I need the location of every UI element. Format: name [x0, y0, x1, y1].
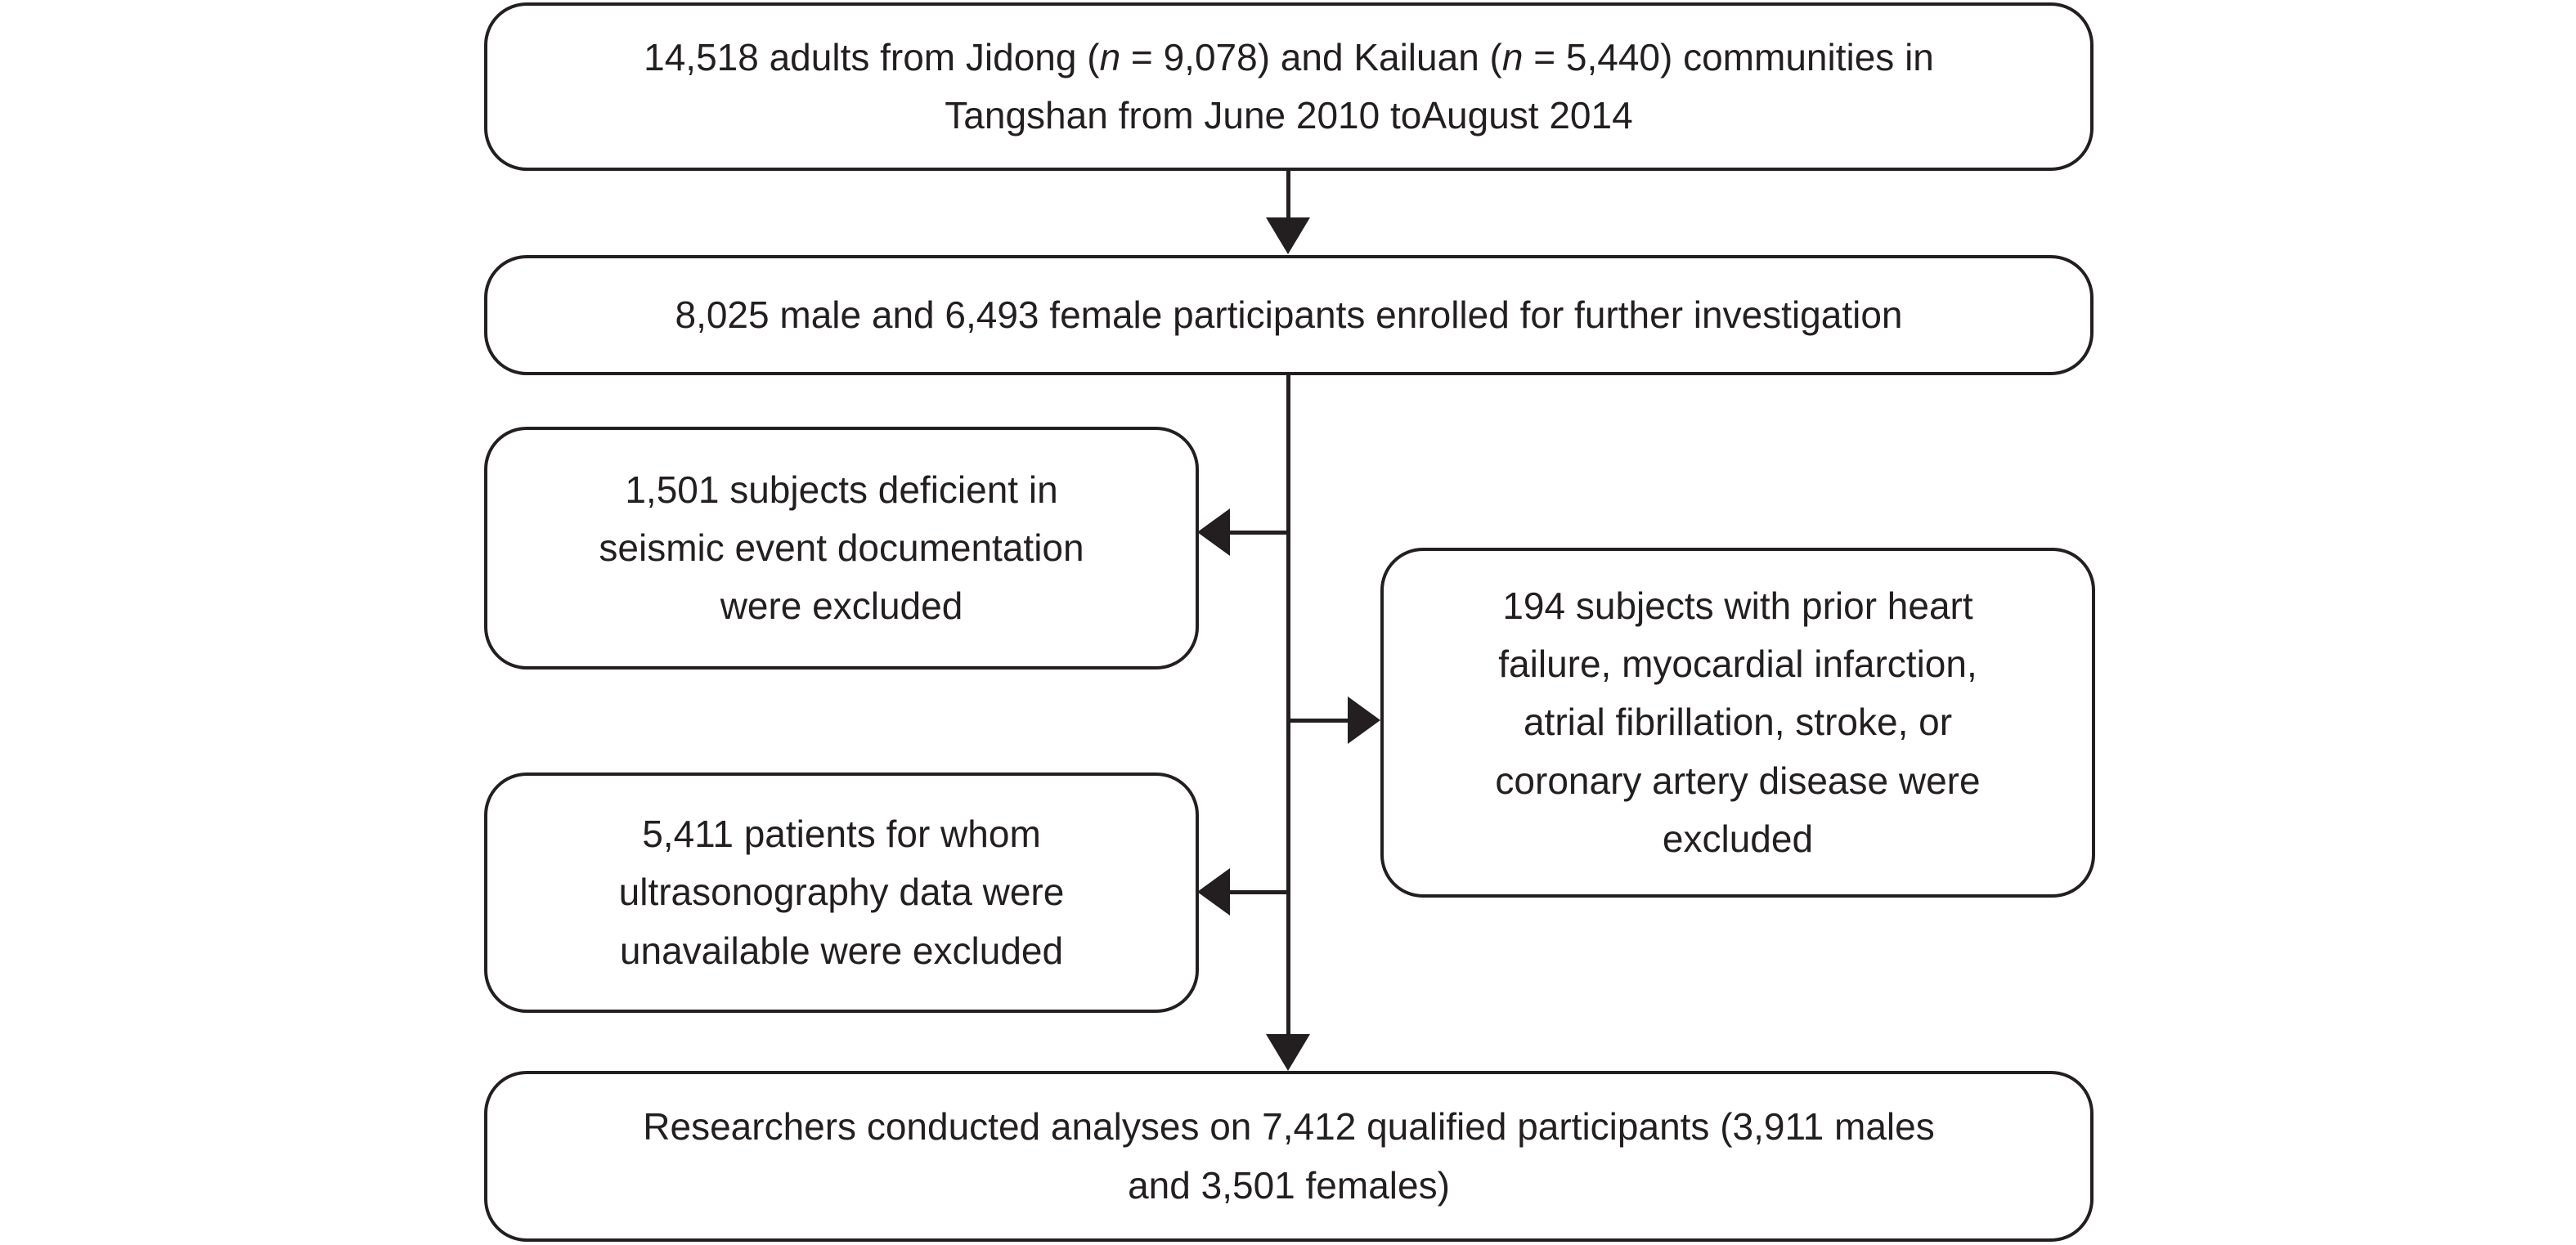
box-excluded-cardiac: 194 subjects with prior heart failure, m…: [1380, 548, 2095, 898]
text-segment: = 5,440) communities in: [1523, 35, 1934, 78]
box-final-analysis: Researchers conducted analyses on 7,412 …: [484, 1071, 2094, 1242]
arrowhead-left-icon: [1197, 868, 1230, 916]
box-text-line: 14,518 adults from Jidong (n = 9,078) an…: [644, 29, 1934, 87]
box-enrolled: 8,025 male and 6,493 female participants…: [484, 255, 2094, 375]
arrowhead-right-icon: [1348, 696, 1380, 744]
box-text-line: unavailable were excluded: [619, 929, 1064, 972]
text-segment: 14,518 adults from Jidong (: [644, 35, 1100, 78]
box-text-line: failure, myocardial infarction,: [1498, 643, 1977, 686]
box-text-line: coronary artery disease were: [1495, 759, 1981, 802]
box-excluded-ultrasound: 5,411 patients for whom ultrasonography …: [484, 773, 1199, 1013]
branch-line-cardiac: [1290, 719, 1350, 723]
branch-line-ultrasound: [1228, 890, 1289, 894]
box-text-line: 194 subjects with prior heart: [1502, 584, 1973, 627]
italic-n: n: [1099, 35, 1121, 78]
arrowhead-down-icon: [1266, 1034, 1310, 1071]
arrowhead-left-icon: [1197, 508, 1230, 556]
connector-trunk-lower: [1286, 374, 1290, 1036]
box-text-line: Researchers conducted analyses on 7,412 …: [643, 1105, 1935, 1149]
box-initial-cohort: 14,518 adults from Jidong (n = 9,078) an…: [484, 2, 2094, 171]
box-text-line: 5,411 patients for whom: [642, 813, 1041, 856]
box-text-line: ultrasonography data were: [618, 871, 1065, 914]
box-text-line: 8,025 male and 6,493 female participants…: [675, 293, 1903, 336]
box-text-line: atrial fibrillation, stroke, or: [1523, 701, 1953, 744]
arrowhead-down-icon: [1266, 217, 1310, 254]
box-text-line: Tangshan from June 2010 toAugust 2014: [945, 94, 1633, 137]
box-text-line: 1,501 subjects deficient in: [625, 468, 1058, 511]
branch-line-seismic: [1228, 531, 1289, 535]
connector-trunk-upper: [1286, 170, 1290, 221]
italic-n: n: [1501, 35, 1524, 78]
box-excluded-seismic: 1,501 subjects deficient in seismic even…: [484, 427, 1199, 670]
box-text-line: were excluded: [720, 584, 963, 628]
box-text-line: and 3,501 females): [1128, 1163, 1450, 1207]
box-text-line: seismic event documentation: [599, 526, 1084, 569]
box-text-line: excluded: [1662, 817, 1814, 860]
text-segment: = 9,078) and Kailuan (: [1120, 35, 1502, 78]
